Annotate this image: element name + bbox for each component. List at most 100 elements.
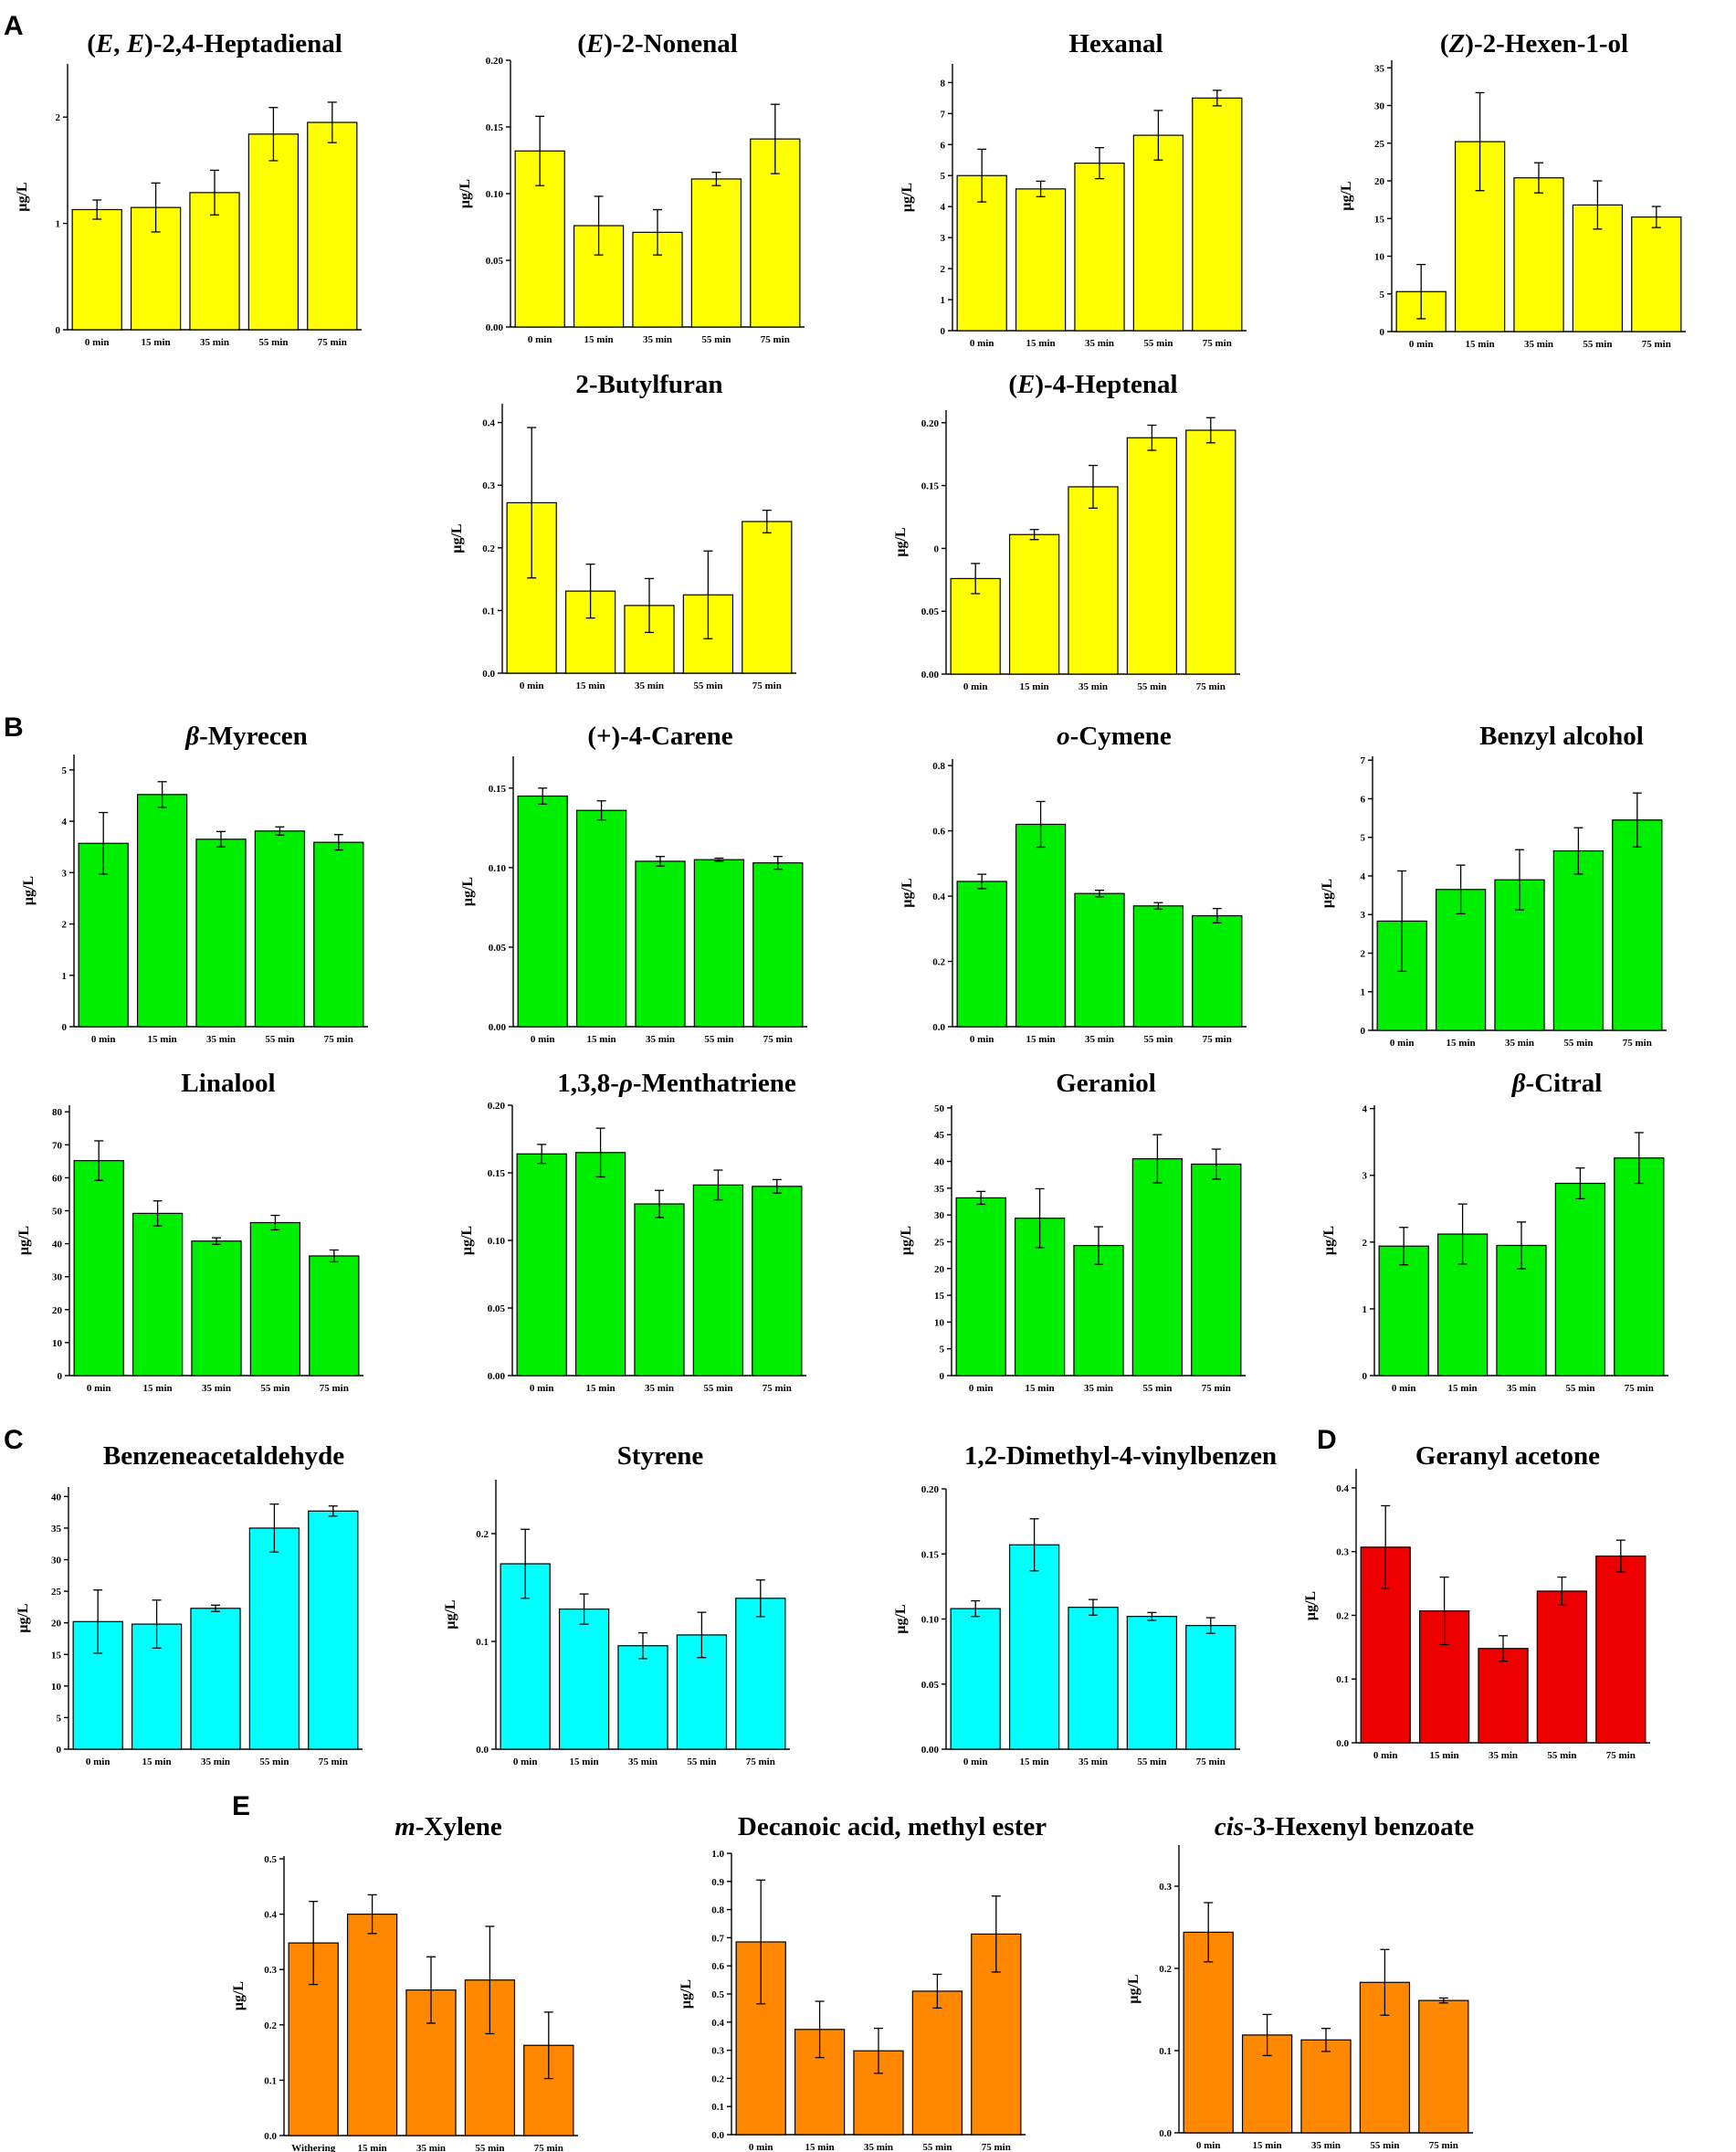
y-tick-label: 0.2 (1336, 1610, 1349, 1621)
x-tick-label: 75 min (1623, 1038, 1652, 1049)
x-tick-label: 0 min (86, 1756, 110, 1767)
bar-hexenylbenzoate-2 (1300, 2039, 1352, 2134)
y-tick-label: 2 (1361, 948, 1366, 959)
bar-dimethylvinylbenzen-0 (950, 1608, 1001, 1750)
x-tick-label: 55 min (687, 1756, 716, 1767)
y-tick-label: 15 (51, 1650, 62, 1661)
y-tick-label: 3 (941, 233, 946, 244)
y-tick-label: 0.10 (489, 863, 507, 874)
bar-xylene-3 (464, 1979, 516, 2136)
y-tick-label: 0 (1380, 327, 1385, 338)
chart-title-xylene: m-Xylene (395, 1812, 502, 1841)
x-tick-label: 15 min (1253, 2140, 1282, 2151)
y-tick-label: 0.1 (264, 2075, 277, 2086)
bar-cymene-2 (1074, 892, 1125, 1028)
bar-linalool-3 (249, 1221, 301, 1377)
y-tick-label: 0.10 (486, 189, 504, 200)
bar-hexenylbenzoate-4 (1418, 1999, 1469, 2134)
y-tick-label: 0.9 (711, 1877, 724, 1888)
bar-geranylacetone-3 (1536, 1590, 1588, 1744)
x-tick-label: 15 min (1026, 338, 1056, 349)
x-tick-label: 0 min (87, 1383, 111, 1394)
y-tick-label: 0 (58, 1371, 63, 1382)
bar-menthatriene-2 (634, 1203, 685, 1377)
y-axis-label-geraniol: μg/L (899, 1226, 914, 1255)
y-tick-label: 0.00 (486, 322, 504, 333)
panel-label-a: A (4, 11, 24, 41)
x-tick-label: 75 min (534, 2143, 563, 2152)
chart-title-citral: β-Citral (1511, 1069, 1603, 1098)
x-tick-label: 75 min (318, 337, 347, 348)
chart-hexanal: Hexanal 0 1 2 3 4 5 6 7 8 μg/L 0 min 15 min 35 min 55 … (900, 29, 1247, 349)
x-tick-label: 35 min (628, 1756, 658, 1767)
bar-menthatriene-3 (692, 1184, 744, 1377)
chart-title-nonenal: (E)-2-Nonenal (577, 29, 738, 58)
y-tick-label: 5 (1380, 290, 1385, 301)
y-tick-label: 40 (51, 1492, 62, 1503)
bar-hexanal-3 (1132, 134, 1184, 332)
x-tick-label: 15 min (148, 1034, 177, 1045)
y-tick-label: 0.3 (482, 480, 495, 491)
x-tick-label: 0 min (963, 681, 988, 692)
chart-benzeneacetaldehyde: Benzeneacetaldehyde 0 5 10 15 20 25 30 35 40 μg/L 0… (16, 1441, 363, 1767)
chart-hexenylbenzoate: cis-3-Hexenyl benzoate 0.0 0.1 0.2 0.3 μg/L 0 … (1126, 1812, 1474, 2151)
y-axis-label-citral: μg/L (1321, 1226, 1337, 1255)
x-tick-label: 75 min (752, 680, 782, 691)
y-tick-label: 0 (940, 1371, 945, 1382)
x-tick-label: 0 min (969, 1383, 994, 1394)
chart-butylfuran: 2-Butylfuran 0.0 0.1 0.2 0.3 0.4 μg/L 0 min 15 m… (449, 370, 796, 691)
y-tick-label: 0.0 (1159, 2128, 1172, 2139)
y-axis-label-hexenylbenzoate: μg/L (1126, 1974, 1142, 2003)
x-tick-label: 55 min (1143, 1034, 1173, 1045)
x-tick-label: 35 min (1085, 1034, 1114, 1045)
bar-hexanal-2 (1074, 163, 1125, 332)
x-tick-label: 75 min (763, 1383, 792, 1394)
y-axis-label-menthatriene: μg/L (459, 1226, 475, 1255)
x-tick-label: 55 min (259, 1756, 289, 1767)
bar-butylfuran-2 (624, 605, 675, 674)
y-tick-label: 30 (52, 1272, 63, 1283)
x-tick-label: 55 min (1370, 2140, 1399, 2151)
chart-title-benzeneacetaldehyde: Benzeneacetaldehyde (103, 1441, 344, 1471)
bar-heptadienal-0 (71, 208, 122, 331)
y-tick-label: 35 (934, 1184, 945, 1195)
bar-linalool-0 (73, 1160, 124, 1377)
y-tick-label: 2 (62, 920, 68, 931)
y-tick-label: 40 (934, 1157, 945, 1168)
bar-hexanal-1 (1015, 188, 1067, 332)
y-tick-label: 0.10 (921, 1615, 940, 1626)
y-tick-label: 0.0 (1336, 1738, 1349, 1749)
y-tick-label: 70 (52, 1140, 63, 1151)
bar-carene-2 (635, 860, 686, 1028)
chart-linalool: Linalool 0 10 20 30 40 50 60 70 80 μg/L 0 min 15 min… (16, 1069, 363, 1394)
x-tick-label: 0 min (963, 1756, 988, 1767)
bar-myrecen-3 (254, 830, 306, 1028)
y-tick-label: 0.4 (932, 891, 945, 902)
y-tick-label: 0.3 (1159, 1882, 1172, 1893)
x-tick-label: 0 min (970, 338, 994, 349)
x-tick-label: 35 min (1085, 338, 1114, 349)
x-tick-label: 15 min (805, 2142, 835, 2152)
bar-decanoicester-3 (911, 1990, 963, 2136)
y-tick-label: 0.1 (476, 1637, 489, 1648)
y-tick-label: 5 (941, 171, 946, 182)
bar-geraniol-4 (1191, 1163, 1242, 1377)
x-tick-label: 15 min (570, 1756, 599, 1767)
x-tick-label: 15 min (358, 2143, 387, 2152)
bar-dimethylvinylbenzen-2 (1068, 1607, 1119, 1750)
y-tick-label: 0.15 (488, 1168, 506, 1179)
y-tick-label: 0.6 (711, 1961, 724, 1972)
y-tick-label: 50 (934, 1103, 945, 1114)
x-tick-label: 55 min (1563, 1038, 1593, 1049)
y-tick-label: 35 (51, 1524, 62, 1535)
chart-menthatriene: 1,3,8-ρ-Menthatriene 0.00 0.05 0.10 0.15 0.20… (459, 1069, 806, 1394)
bar-hexenol-4 (1631, 216, 1682, 332)
y-axis-label-myrecen: μg/L (21, 876, 37, 905)
bar-citral-0 (1378, 1245, 1429, 1377)
y-tick-label: 0.15 (921, 481, 940, 492)
x-tick-label: 0 min (528, 334, 552, 345)
chart-dimethylvinylbenzen: 1,2-Dimethyl-4-vinylbenzen 0.00 0.05 0.10 0.… (893, 1441, 1277, 1767)
y-tick-label: 0.2 (264, 2020, 277, 2031)
y-axis-label-benzylalcohol: μg/L (1320, 879, 1335, 908)
